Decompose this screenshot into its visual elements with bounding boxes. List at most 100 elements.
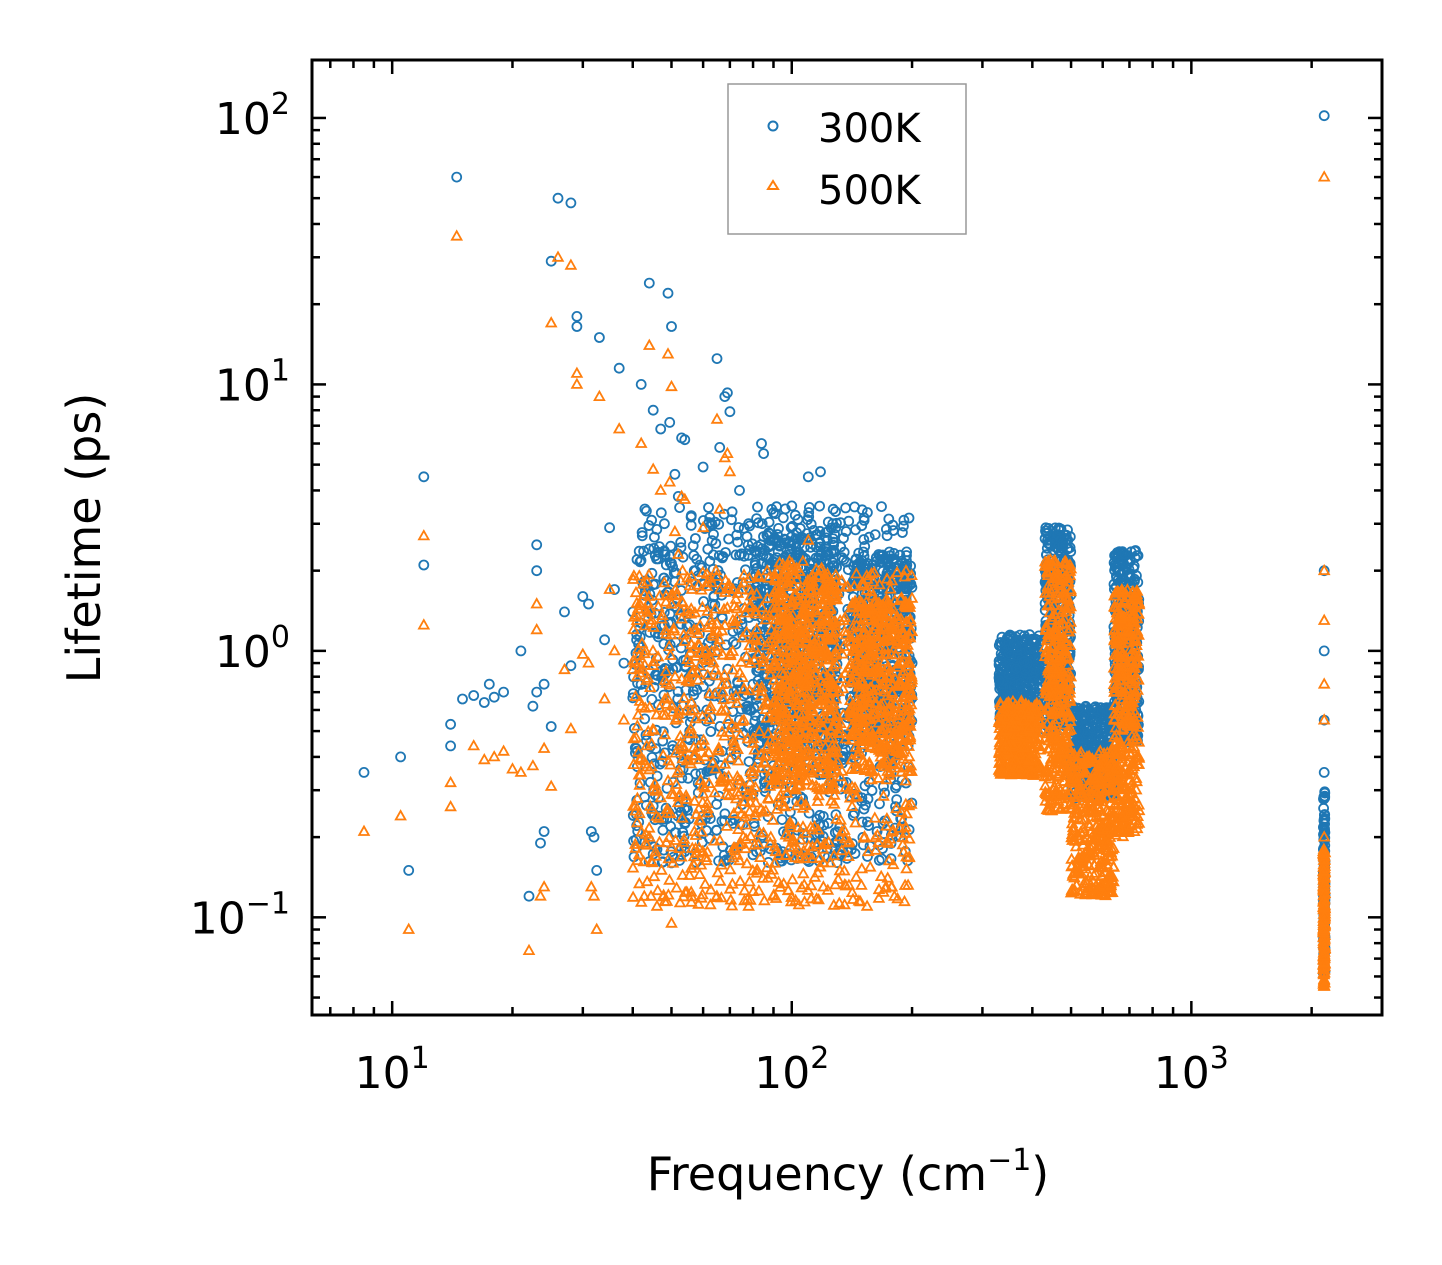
data-points xyxy=(357,110,1332,991)
point-300k xyxy=(531,565,543,577)
point-300k xyxy=(994,675,1005,687)
point-300k xyxy=(825,546,837,558)
point-300k xyxy=(776,814,788,825)
point-300k xyxy=(847,838,858,850)
point-300k xyxy=(881,530,893,542)
point-300k xyxy=(445,740,457,752)
point-300k xyxy=(1052,529,1064,540)
point-300k xyxy=(805,541,816,553)
point-300k xyxy=(588,831,600,843)
point-300k xyxy=(1318,645,1330,657)
point-300k xyxy=(468,690,480,701)
point-300k xyxy=(771,501,782,513)
point-300k xyxy=(736,548,747,560)
point-300k xyxy=(1077,712,1089,724)
point-300k xyxy=(1128,563,1139,574)
point-300k xyxy=(646,694,658,705)
point-300k xyxy=(720,547,731,558)
point-300k xyxy=(649,531,660,543)
point-300k xyxy=(671,661,683,673)
point-500k xyxy=(681,571,694,583)
point-300k xyxy=(820,546,832,557)
point-300k xyxy=(690,533,701,544)
point-300k xyxy=(531,686,543,698)
point-300k xyxy=(1318,827,1330,839)
point-300k xyxy=(1003,647,1015,659)
point-300k xyxy=(859,780,871,792)
point-300k xyxy=(997,687,1009,698)
point-300k xyxy=(515,645,527,657)
point-300k xyxy=(591,865,603,876)
point-300k xyxy=(863,531,875,543)
point-300k xyxy=(794,549,806,561)
point-300k xyxy=(1006,662,1017,673)
point-300k xyxy=(858,515,870,526)
point-300k xyxy=(545,721,557,732)
point-300k xyxy=(690,768,701,780)
point-300k xyxy=(565,197,577,209)
point-300k xyxy=(731,529,743,541)
point-300k xyxy=(836,552,848,564)
point-300k xyxy=(758,448,769,460)
point-300k xyxy=(594,332,605,343)
point-300k xyxy=(727,626,739,637)
point-300k xyxy=(1044,539,1056,551)
point-300k xyxy=(1033,653,1045,664)
point-300k xyxy=(695,768,707,779)
point-300k xyxy=(577,591,589,602)
point-300k xyxy=(732,536,743,548)
point-300k xyxy=(1123,563,1135,575)
point-300k xyxy=(711,353,723,365)
point-300k xyxy=(996,682,1007,693)
point-300k xyxy=(488,691,500,703)
point-300k xyxy=(538,678,550,690)
point-300k xyxy=(994,637,1006,648)
point-300k xyxy=(658,607,670,618)
point-300k xyxy=(705,726,717,737)
point-300k xyxy=(903,512,915,524)
point-300k xyxy=(418,471,430,483)
point-300k xyxy=(743,518,754,530)
point-300k xyxy=(1125,546,1137,558)
point-300k xyxy=(660,559,672,571)
point-300k xyxy=(877,549,889,561)
point-300k xyxy=(358,767,370,778)
point-300k xyxy=(403,865,415,876)
point-300k xyxy=(635,378,647,390)
point-300k xyxy=(418,559,430,571)
point-300k xyxy=(658,572,670,584)
point-300k xyxy=(738,550,750,562)
point-300k xyxy=(672,693,684,705)
point-300k xyxy=(755,539,767,551)
point-300k xyxy=(763,552,775,564)
point-300k xyxy=(810,541,822,553)
point-500k xyxy=(627,731,641,744)
point-300k xyxy=(724,406,736,418)
point-300k xyxy=(639,503,651,515)
point-500k xyxy=(663,873,676,885)
point-300k xyxy=(666,321,677,332)
point-300k xyxy=(629,723,640,734)
point-300k xyxy=(702,543,714,555)
point-300k xyxy=(756,714,767,725)
point-300k xyxy=(1091,712,1102,724)
point-300k xyxy=(643,277,655,289)
point-300k xyxy=(722,387,733,399)
point-300k xyxy=(641,505,652,517)
point-300k xyxy=(838,532,849,544)
point-300k xyxy=(643,543,655,555)
point-300k xyxy=(881,523,892,535)
point-300k xyxy=(856,792,868,804)
point-300k xyxy=(705,764,717,776)
point-300k xyxy=(498,686,510,698)
point-300k xyxy=(672,686,684,697)
point-300k xyxy=(630,747,641,759)
point-300k xyxy=(659,518,670,530)
point-300k xyxy=(758,677,769,689)
point-300k xyxy=(704,512,716,523)
point-300k xyxy=(768,507,779,519)
point-300k xyxy=(659,747,671,759)
point-300k xyxy=(714,441,726,453)
point-300k xyxy=(631,554,643,565)
point-300k xyxy=(876,501,887,513)
